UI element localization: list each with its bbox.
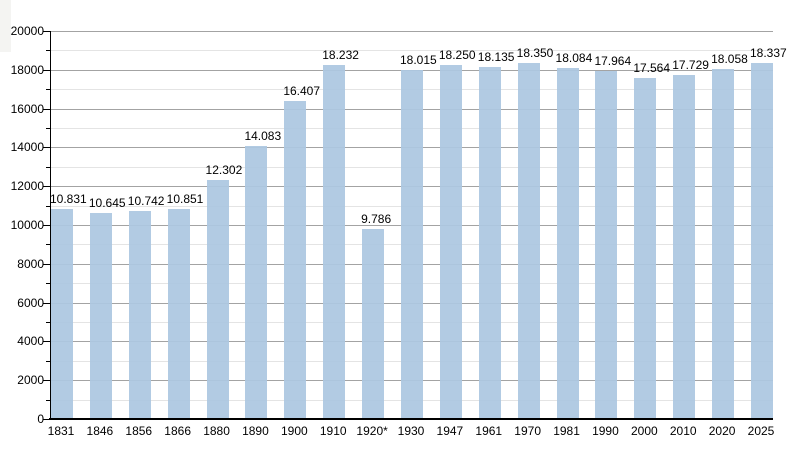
bar bbox=[634, 78, 657, 419]
y-axis-label: 6000 bbox=[17, 295, 44, 310]
y-axis-major-tick bbox=[43, 186, 50, 188]
y-axis-label: 4000 bbox=[17, 334, 44, 349]
bar bbox=[595, 70, 618, 419]
bar bbox=[245, 145, 268, 419]
x-axis-label: 1920* bbox=[356, 424, 388, 438]
y-axis-major-tick bbox=[43, 225, 50, 226]
bar bbox=[362, 229, 385, 419]
x-axis-label: 1866 bbox=[164, 424, 192, 438]
x-axis-label: 1970 bbox=[514, 424, 542, 438]
bar bbox=[478, 67, 501, 419]
bar bbox=[401, 69, 423, 419]
gridline-major bbox=[51, 31, 773, 32]
y-axis-major-tick bbox=[43, 69, 50, 71]
bar-value-label: 18.084 bbox=[555, 51, 593, 66]
bar-value-label: 14.083 bbox=[244, 128, 282, 143]
bar bbox=[556, 68, 579, 419]
y-axis-major-tick bbox=[43, 419, 50, 420]
bar bbox=[206, 180, 229, 419]
y-axis-major-tick bbox=[43, 263, 50, 265]
y-axis-minor-tick bbox=[46, 50, 50, 52]
y-axis-minor-tick bbox=[46, 89, 50, 91]
plot-area: 10.831 10.645 10.742 10.851 12.302 14.083 16.4… bbox=[50, 31, 787, 419]
x-axis-label: 1880 bbox=[203, 424, 230, 438]
y-axis-major-tick bbox=[43, 380, 50, 382]
bar bbox=[51, 208, 73, 419]
y-axis-minor-tick bbox=[46, 244, 50, 246]
y-axis-label: 14000 bbox=[10, 140, 44, 155]
y-axis-minor-tick bbox=[46, 399, 50, 401]
x-axis-label: 1846 bbox=[86, 424, 114, 438]
y-axis-minor-tick bbox=[46, 128, 50, 129]
bar-value-label: 17.729 bbox=[672, 58, 709, 73]
bar-value-label: 10.831 bbox=[50, 191, 87, 206]
bar-value-label: 16.407 bbox=[283, 83, 321, 98]
x-axis-label: 2025 bbox=[747, 424, 775, 438]
y-axis-label: 12000 bbox=[10, 179, 44, 194]
y-axis-label: 16000 bbox=[10, 101, 44, 116]
x-axis-label: 2000 bbox=[630, 424, 658, 438]
x-axis-label: 2020 bbox=[708, 424, 736, 438]
y-axis-label: 10000 bbox=[10, 218, 44, 232]
screen-edge-artifact bbox=[0, 0, 11, 52]
x-axis-label: 1910 bbox=[319, 424, 347, 438]
bar-value-label: 10.742 bbox=[127, 193, 165, 208]
bar-value-label: 9.786 bbox=[361, 212, 392, 227]
x-axis-label: 1930 bbox=[397, 424, 425, 438]
y-axis-major-tick bbox=[43, 31, 50, 32]
y-axis-minor-tick bbox=[46, 166, 50, 168]
bar-value-label: 10.851 bbox=[166, 191, 204, 206]
x-axis-label: 1831 bbox=[47, 424, 75, 438]
y-axis-minor-tick bbox=[46, 360, 50, 362]
x-axis-label: 1856 bbox=[125, 424, 153, 438]
bar bbox=[751, 63, 773, 419]
bar bbox=[323, 65, 346, 419]
x-axis-label: 2010 bbox=[669, 424, 697, 438]
bar bbox=[517, 63, 540, 419]
y-axis-major-tick bbox=[43, 147, 50, 149]
x-axis-label: 1947 bbox=[436, 424, 464, 438]
bar bbox=[128, 210, 151, 419]
y-axis-minor-tick bbox=[46, 205, 50, 207]
y-axis-minor-tick bbox=[46, 283, 50, 285]
bar-value-label: 18.250 bbox=[438, 47, 476, 62]
bar bbox=[89, 212, 112, 419]
x-axis-label: 1900 bbox=[280, 424, 308, 438]
x-axis-label: 1961 bbox=[475, 424, 503, 438]
bar-value-label: 17.964 bbox=[594, 53, 632, 68]
bar bbox=[167, 208, 190, 419]
y-axis-label: 2000 bbox=[17, 373, 44, 388]
bar bbox=[673, 75, 696, 419]
x-axis-line bbox=[49, 418, 773, 420]
x-axis-label: 1890 bbox=[242, 424, 269, 438]
y-axis-major-tick bbox=[43, 341, 50, 343]
x-axis-label: 1981 bbox=[553, 424, 580, 438]
bar-value-label: 17.564 bbox=[633, 61, 671, 76]
bar-value-label: 18.337 bbox=[750, 46, 787, 61]
y-axis-label: 18000 bbox=[10, 62, 44, 77]
y-axis-label: 0 bbox=[37, 412, 44, 426]
bar-value-label: 18.135 bbox=[477, 50, 515, 65]
bar bbox=[439, 64, 462, 419]
y-axis-label: 8000 bbox=[17, 256, 44, 271]
bar-value-label: 12.302 bbox=[205, 163, 243, 178]
y-axis-minor-tick bbox=[46, 322, 50, 323]
bar-value-label: 10.645 bbox=[88, 195, 126, 210]
bar bbox=[284, 100, 307, 419]
bar-value-label: 18.232 bbox=[322, 48, 359, 63]
x-axis-label: 1990 bbox=[592, 424, 619, 438]
bar-value-label: 18.015 bbox=[400, 52, 437, 67]
gridline-minor bbox=[51, 50, 773, 52]
y-axis-major-tick bbox=[43, 108, 50, 110]
y-axis-major-tick bbox=[43, 302, 50, 304]
y-axis-label: 20000 bbox=[10, 24, 44, 38]
bar-value-label: 18.058 bbox=[711, 51, 748, 66]
bar bbox=[712, 68, 735, 419]
bar-value-label: 18.350 bbox=[516, 46, 554, 61]
